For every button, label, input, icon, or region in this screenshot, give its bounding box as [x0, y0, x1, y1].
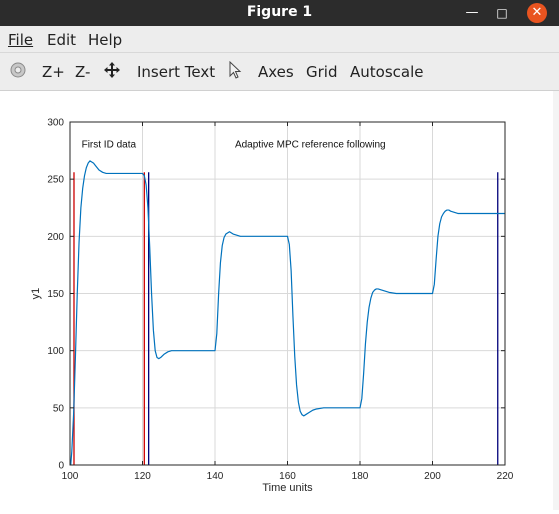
x-tick-label: 100	[62, 471, 79, 482]
x-tick-label: 140	[207, 471, 224, 482]
toolbar: Z+ Z- Insert Text Axes Grid Autoscale	[0, 53, 559, 91]
menu-edit[interactable]: Edit	[47, 31, 76, 49]
rotate-icon[interactable]	[9, 61, 27, 79]
close-icon[interactable]: ✕	[527, 3, 547, 23]
annotation-text: Adaptive MPC reference following	[235, 140, 386, 151]
scrollbar[interactable]	[553, 91, 559, 510]
chart[interactable]: 100 120 140 160 180 200 220 0 50 100 150 200 250 300 T…	[0, 91, 559, 510]
menu-file[interactable]: File	[8, 31, 33, 49]
minimize-icon[interactable]: —	[462, 3, 482, 23]
y-tick-label: 150	[47, 289, 64, 300]
y-tick-label: 250	[47, 175, 64, 186]
x-tick-label: 220	[497, 471, 514, 482]
grid-button[interactable]: Grid	[306, 63, 337, 81]
autoscale-button[interactable]: Autoscale	[350, 63, 423, 81]
pan-icon[interactable]	[103, 61, 121, 79]
x-tick-label: 200	[424, 471, 441, 482]
window-titlebar: Figure 1 — □ ✕	[0, 0, 559, 26]
menubar: File Edit Help	[0, 26, 559, 53]
annotation-text: First ID data	[82, 140, 137, 151]
zoom-out-button[interactable]: Z-	[75, 63, 90, 81]
x-tick-label: 160	[279, 471, 296, 482]
y-tick-label: 300	[47, 118, 64, 129]
y-axis-label: y1	[30, 288, 42, 300]
pointer-icon[interactable]	[228, 61, 242, 79]
insert-text-button[interactable]: Insert Text	[137, 63, 215, 81]
axes-button[interactable]: Axes	[258, 63, 294, 81]
y-tick-label: 0	[58, 461, 64, 472]
x-axis-label: Time units	[262, 482, 313, 494]
maximize-icon[interactable]: □	[492, 3, 512, 23]
figure-canvas: 100 120 140 160 180 200 220 0 50 100 150 200 250 300 T…	[0, 91, 559, 510]
y-tick-label: 200	[47, 232, 64, 243]
y-tick-label: 50	[53, 403, 65, 414]
zoom-in-button[interactable]: Z+	[42, 63, 65, 81]
y-tick-label: 100	[47, 346, 64, 357]
x-tick-label: 120	[134, 471, 151, 482]
x-tick-label: 180	[352, 471, 369, 482]
menu-help[interactable]: Help	[88, 31, 122, 49]
